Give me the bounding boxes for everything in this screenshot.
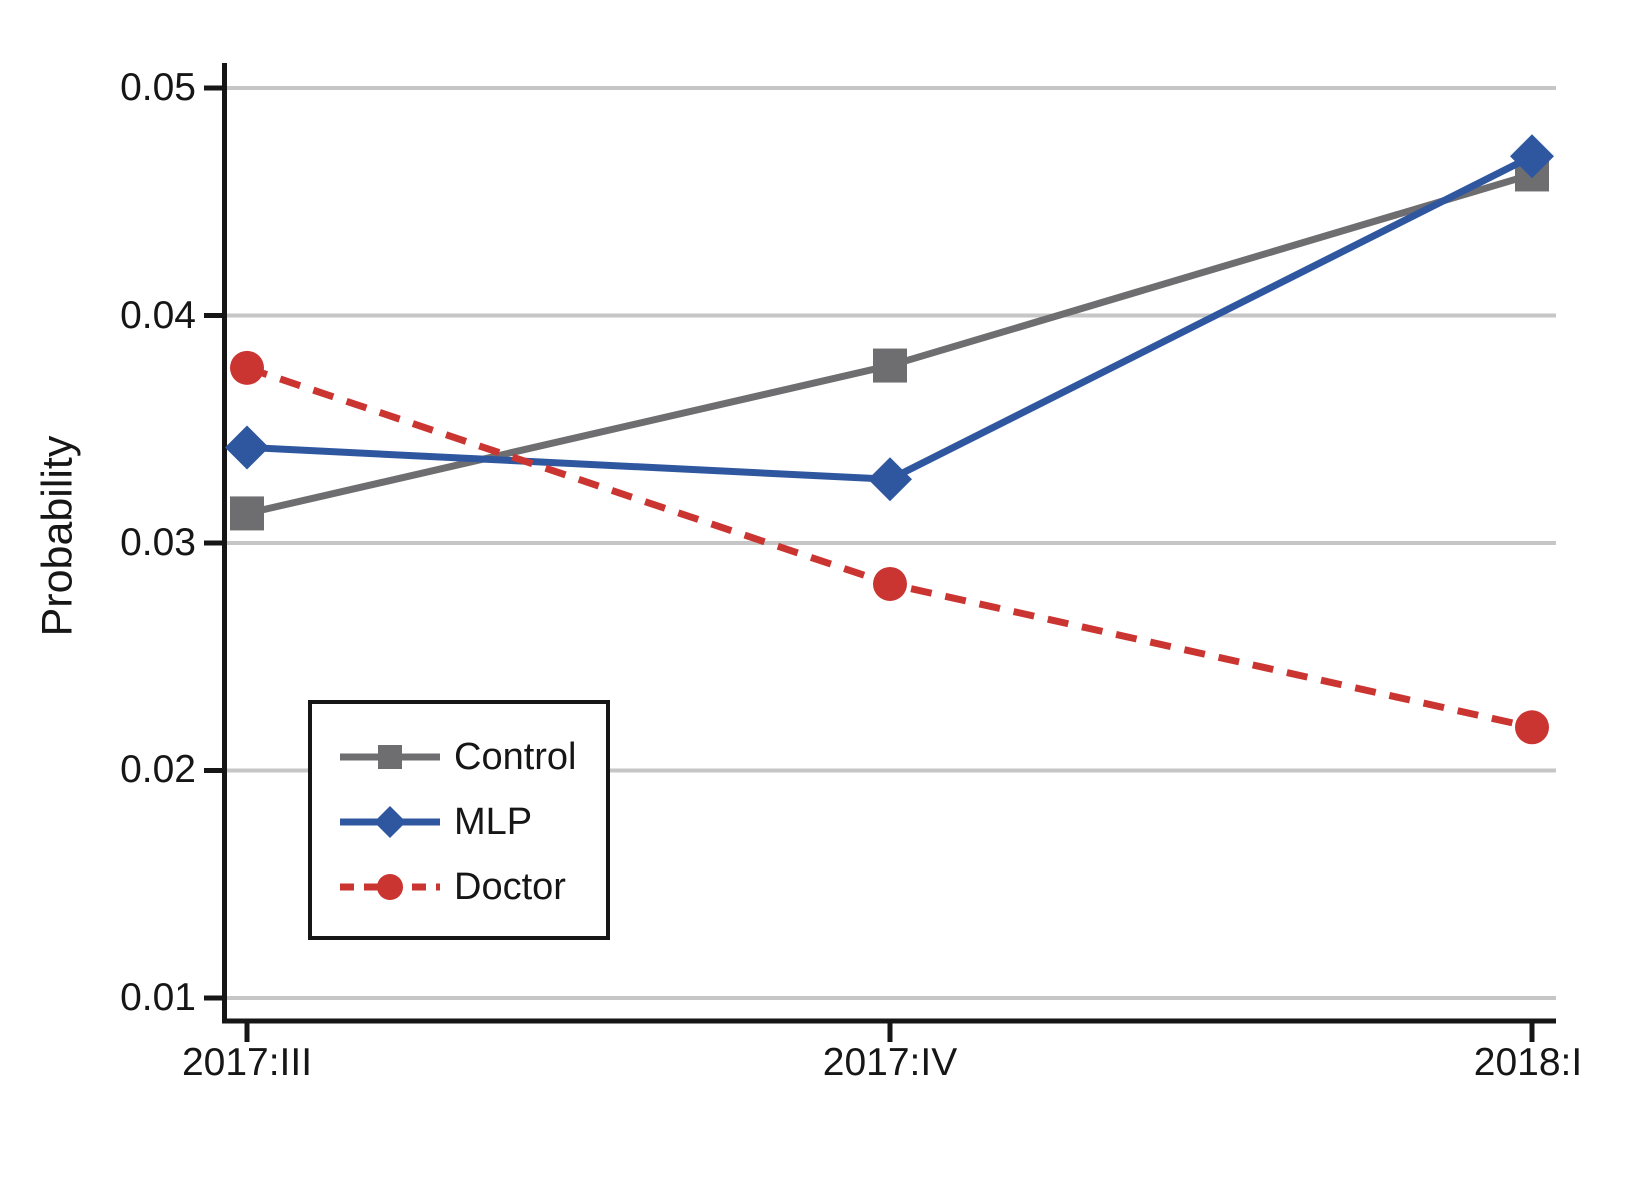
- x-tick-label-2017-iii: 2017:III: [181, 1041, 313, 1084]
- axes: [204, 63, 1556, 1042]
- legend-label-mlp: MLP: [454, 800, 533, 843]
- legend-item-control: Control: [312, 724, 606, 789]
- series-mlp: [225, 134, 1554, 502]
- x-tick-label-2018-i: 2018:I: [1473, 1041, 1583, 1084]
- series-control: [230, 157, 1549, 531]
- legend-box: Control MLP Doctor: [308, 700, 610, 940]
- legend-item-doctor: Doctor: [312, 854, 606, 919]
- y-tick-label-0.03: 0.03: [120, 521, 196, 564]
- y-tick-label-0.02: 0.02: [120, 748, 196, 791]
- y-tick-label-0.01: 0.01: [120, 976, 196, 1019]
- legend-label-control: Control: [454, 735, 577, 778]
- legend-label-doctor: Doctor: [454, 865, 566, 908]
- legend-swatch-mlp: [340, 805, 440, 838]
- y-tick-label-0.04: 0.04: [120, 294, 196, 337]
- legend-swatch-doctor: [340, 873, 440, 900]
- legend-swatch-control: [340, 744, 440, 769]
- y-tick-label-0.05: 0.05: [120, 66, 196, 109]
- x-tick-label-2017-iv: 2017:IV: [822, 1041, 958, 1084]
- series-doctor: [230, 350, 1549, 745]
- legend-item-mlp: MLP: [312, 789, 606, 854]
